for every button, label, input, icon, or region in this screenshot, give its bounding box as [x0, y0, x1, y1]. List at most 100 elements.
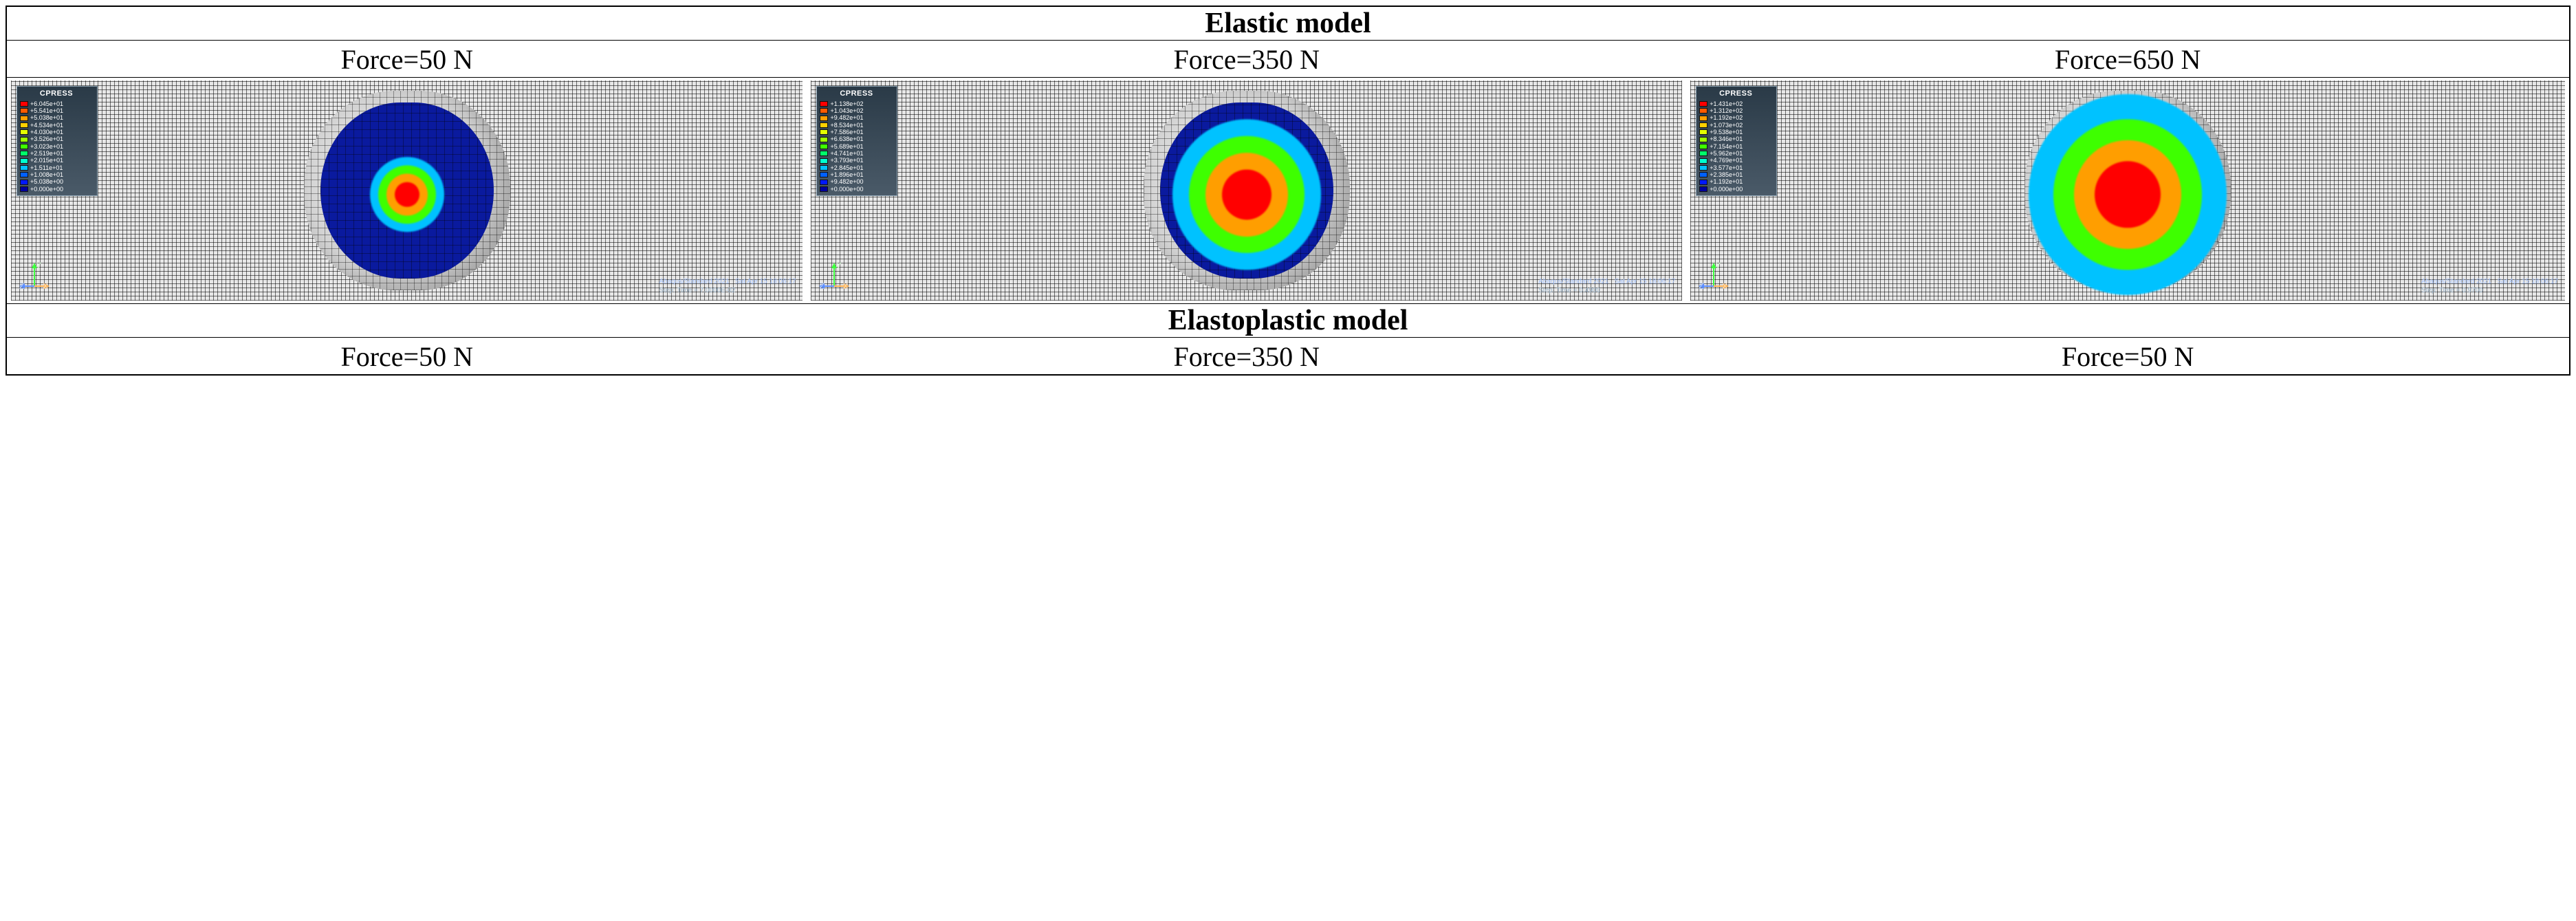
legend-value: +5.038e+00	[30, 178, 63, 185]
axis-label-z: Z	[19, 281, 24, 291]
elastic-panel-1: CPRESS+1.138e+02+1.043e+02+9.482e+01+8.5…	[811, 80, 1682, 301]
legend-value: +6.638e+01	[830, 136, 863, 142]
legend-value: +1.192e+02	[1710, 114, 1743, 121]
legend-value: +3.577e+01	[1710, 164, 1743, 171]
legend-value: +8.346e+01	[1710, 136, 1743, 142]
legend-row: +5.038e+00	[20, 178, 93, 185]
legend-row: +4.741e+01	[820, 150, 893, 157]
legend-title: CPRESS	[820, 89, 893, 98]
legend-row: +5.038e+01	[20, 114, 93, 121]
legend-value: +6.045e+01	[30, 100, 63, 107]
legend-value: +3.526e+01	[30, 136, 63, 142]
elastoplastic-header-row: Elastoplastic model	[6, 304, 2570, 338]
legend-swatch	[820, 101, 828, 107]
contour-legend: CPRESS +1.431e+02+1.312e+02+1.192e+02+1.0…	[1696, 86, 1777, 196]
axis-triad: YZX	[21, 259, 55, 295]
legend-value: +5.962e+01	[1710, 150, 1743, 157]
software-label: Abaqus/Standard 2021	[659, 278, 729, 285]
legend-swatch	[20, 158, 28, 164]
legend-row: +4.534e+01	[20, 122, 93, 129]
legend-swatch	[820, 129, 828, 135]
legend-swatch	[20, 108, 28, 113]
legend-swatch	[820, 116, 828, 121]
elastic-panel-cell-1: CPRESS+1.138e+02+1.043e+02+9.482e+01+8.5…	[807, 78, 1686, 304]
legend-swatch	[1699, 186, 1707, 192]
software-label: Abaqus/Standard 2021	[2421, 278, 2491, 285]
legend-swatch	[20, 186, 28, 192]
legend-value: +7.586e+01	[830, 129, 863, 136]
elastoplastic-force-label-2: Force=50 N	[1686, 338, 2569, 374]
software-label: Abaqus/Standard 2021	[1538, 278, 1608, 285]
legend-row: +2.519e+01	[20, 150, 93, 157]
elastic-force-label-0: Force=50 N	[7, 41, 807, 77]
legend-swatch	[820, 122, 828, 128]
elastoplastic-force-label-0: Force=50 N	[7, 338, 807, 374]
legend-swatch	[820, 108, 828, 113]
legend-swatch	[1699, 122, 1707, 128]
elastoplastic-header-cell: Elastoplastic model	[6, 304, 2570, 338]
elastic-force-cell-0: Force=50 N	[6, 41, 807, 78]
legend-value: +7.154e+01	[1710, 143, 1743, 150]
legend-row: +9.482e+01	[820, 114, 893, 121]
elastic-force-label-2: Force=650 N	[1686, 41, 2569, 77]
legend-swatch	[1699, 151, 1707, 156]
legend-value: +2.015e+01	[30, 157, 63, 164]
legend-row: +3.793e+01	[820, 157, 893, 164]
sphere	[304, 91, 510, 290]
legend-row: +1.073e+02	[1699, 122, 1772, 129]
legend-row: +3.577e+01	[1699, 164, 1772, 171]
legend-swatch	[20, 137, 28, 142]
elastic-panels-row: CPRESS+6.045e+01+5.541e+01+5.038e+01+4.5…	[6, 78, 2570, 304]
legend-value: +1.511e+01	[30, 164, 63, 171]
viewport-annotation: Abaqus/Standard 2021 Sat Apr 15 18:06:17…	[1538, 277, 1675, 295]
legend-row: +4.769e+01	[1699, 157, 1772, 164]
legend-swatch	[20, 151, 28, 156]
elastic-panel-cell-0: CPRESS+6.045e+01+5.541e+01+5.038e+01+4.5…	[6, 78, 807, 304]
legend-swatch	[20, 101, 28, 107]
legend-value: +1.896e+01	[830, 171, 863, 178]
legend-value: +0.000e+00	[30, 186, 63, 193]
legend-row: +9.538e+01	[1699, 129, 1772, 136]
legend-row: +6.638e+01	[820, 136, 893, 142]
axis-triad: YZX	[820, 259, 855, 295]
axis-label-z: Z	[1699, 281, 1703, 291]
legend-swatch	[1699, 116, 1707, 121]
step-time-label: Step: Time = 0.9700	[2421, 287, 2483, 294]
legend-value: +1.008e+01	[30, 171, 63, 178]
legend-value: +4.534e+01	[30, 122, 63, 129]
step-time-label: Step: Time = 0.4900	[1538, 287, 1600, 294]
legend-row: +5.689e+01	[820, 143, 893, 150]
legend-row: +1.896e+01	[820, 171, 893, 178]
axis-label-x: X	[43, 281, 48, 291]
legend-swatch	[820, 137, 828, 142]
viewport-annotation: Abaqus/Standard 2021 Sat Apr 15 18:06:17…	[2421, 277, 2558, 295]
legend-swatch	[1699, 129, 1707, 135]
elastoplastic-force-cell-0: Force=50 N	[6, 338, 807, 376]
legend-row: +2.015e+01	[20, 157, 93, 164]
elastic-force-row: Force=50 N Force=350 N Force=650 N	[6, 41, 2570, 78]
figure-table: Elastic model Force=50 N Force=350 N For…	[6, 6, 2570, 376]
legend-row: +1.312e+02	[1699, 107, 1772, 114]
legend-row: +8.534e+01	[820, 122, 893, 129]
legend-value: +3.793e+01	[830, 157, 863, 164]
legend-swatch	[1699, 144, 1707, 149]
legend-row: +3.023e+01	[20, 143, 93, 150]
legend-swatch	[20, 116, 28, 121]
elastic-header-text: Elastic model	[1205, 8, 1371, 39]
axis-label-y: Y	[836, 261, 841, 270]
axis-label-y: Y	[1715, 261, 1721, 270]
legend-value: +8.534e+01	[830, 122, 863, 129]
legend-value: +4.769e+01	[1710, 157, 1743, 164]
legend-row: +7.154e+01	[1699, 143, 1772, 150]
legend-row: +4.030e+01	[20, 129, 93, 136]
legend-row: +1.192e+02	[1699, 114, 1772, 121]
contour-legend: CPRESS+6.045e+01+5.541e+01+5.038e+01+4.5…	[17, 86, 98, 196]
legend-swatch	[820, 165, 828, 171]
legend-row: +1.431e+02	[1699, 100, 1772, 107]
legend-title: CPRESS	[1699, 89, 1772, 98]
elastic-force-cell-2: Force=650 N	[1686, 41, 2570, 78]
elastoplastic-force-row: Force=50 N Force=350 N Force=50 N	[6, 338, 2570, 376]
legend-swatch	[1699, 180, 1707, 185]
legend-value: +9.538e+01	[1710, 129, 1743, 136]
elastic-panel-0: CPRESS+6.045e+01+5.541e+01+5.038e+01+4.5…	[11, 80, 803, 301]
